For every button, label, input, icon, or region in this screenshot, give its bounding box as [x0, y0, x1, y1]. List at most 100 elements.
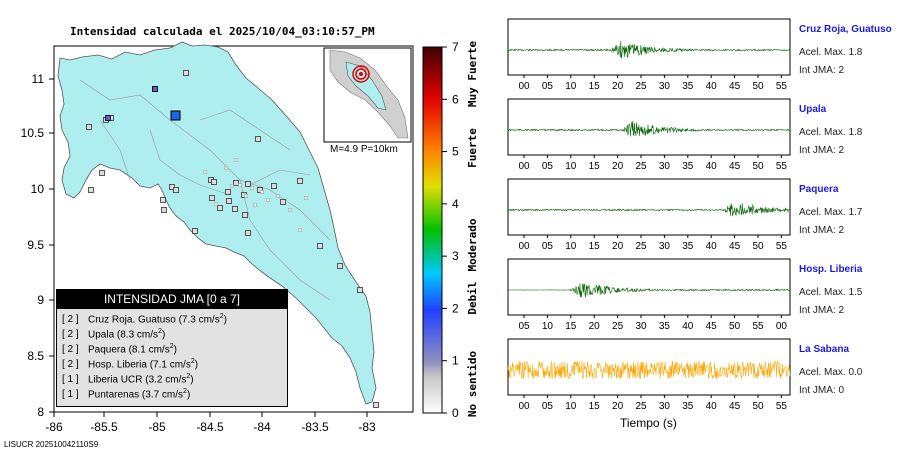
time-tick: 10	[565, 161, 577, 172]
station-jma: Int JMA: 2	[799, 225, 845, 236]
epicenter-icon	[352, 65, 370, 83]
time-tick: 50	[752, 161, 764, 172]
legend-header: INTENSIDAD JMA [0 a 7]	[57, 290, 287, 309]
scale-tick: 7	[452, 40, 459, 54]
map-title: Intensidad calculada el 2025/10/04_03:10…	[70, 25, 375, 38]
time-tick: 15	[589, 81, 601, 92]
seismogram-trace	[507, 203, 791, 217]
seismogram-trace	[507, 40, 791, 59]
time-tick: 40	[706, 81, 718, 92]
time-tick: 45	[729, 81, 741, 92]
time-tick: 30	[659, 401, 671, 412]
map-x-tick: -84.5	[196, 420, 224, 434]
time-tick: 40	[682, 321, 694, 332]
time-tick: 35	[659, 321, 671, 332]
legend-unit-exponent: 2	[186, 373, 191, 380]
time-tick: 55	[752, 321, 764, 332]
seismogram-frame	[507, 18, 791, 76]
time-tick: 40	[706, 401, 718, 412]
time-tick: 40	[706, 161, 718, 172]
legend-text: Upala (8.3 cm/s	[88, 329, 159, 341]
map-y-tick: 8.5	[27, 349, 44, 363]
time-tick: 55	[776, 81, 788, 92]
time-tick: 30	[659, 241, 671, 252]
scale-tick: 2	[452, 301, 459, 315]
legend-row: [ 2 ] Paquera (8.1 cm/s2)	[57, 339, 287, 356]
legend-unit-exponent: 2	[190, 358, 195, 365]
legend-text: Paquera (8.1 cm/s	[88, 344, 170, 356]
legend-level: [ 2 ]	[62, 359, 79, 371]
scale-label: No sentido	[466, 351, 479, 418]
legend-row: [ 2 ] Cruz Roja. Guatuso (7.3 cm/s2)	[57, 309, 287, 326]
time-tick: 15	[589, 401, 601, 412]
time-tick: 20	[612, 81, 624, 92]
time-tick: 05	[542, 161, 554, 172]
legend-text: Puntarenas (3.7 cm/s	[88, 389, 184, 401]
legend-row: [ 2 ] Hosp. Liberia (7.1 cm/s2)	[57, 354, 287, 371]
time-tick: 45	[729, 401, 741, 412]
legend-text: Hosp. Liberia (7.1 cm/s	[88, 359, 191, 371]
time-tick: 35	[682, 161, 694, 172]
map-x-tick: -84	[253, 420, 271, 434]
time-tick: 00	[518, 81, 530, 92]
scale-label: Debil	[466, 281, 479, 314]
time-tick: 55	[776, 161, 788, 172]
legend-unit-exponent: 2	[183, 388, 187, 395]
time-tick: 45	[729, 241, 741, 252]
station-jma: Int JMA: 0	[799, 385, 845, 396]
map-x-tick: -85.5	[90, 420, 118, 434]
legend-level: [ 1 ]	[62, 389, 79, 401]
map-x-tick: -83.5	[301, 420, 329, 434]
map-x-tick: -85	[148, 420, 166, 434]
time-tick: 25	[635, 161, 647, 172]
scale-tick: 4	[452, 197, 459, 211]
legend-level: [ 2 ]	[62, 344, 79, 356]
time-tick: 20	[589, 321, 601, 332]
map-axes: -86 -85.5 -85 -84.5 -84 -83.5 -83 11 10.5 10 9.5 9 8…	[21, 72, 376, 434]
footer-id: LISUCR 202510042110S9	[4, 440, 99, 449]
map-x-tick: -86	[45, 420, 63, 434]
legend-close: )	[161, 329, 166, 341]
legend-row: [ 1 ] Liberia UCR (3.2 cm/s2)	[57, 369, 287, 386]
time-tick: 50	[752, 241, 764, 252]
road-network	[79, 79, 331, 301]
time-tick: 10	[565, 81, 577, 92]
station-markers	[86, 70, 379, 408]
legend-close: )	[223, 314, 227, 326]
time-tick: 05	[542, 401, 554, 412]
scale-tick: 0	[452, 406, 459, 420]
map-y-tick: 11	[32, 72, 45, 86]
legend-text: Liberia UCR (3.2 cm/s	[88, 374, 187, 386]
scale-tick: 3	[452, 249, 459, 263]
seismogram-trace	[507, 121, 791, 137]
guatuso-marker	[170, 110, 181, 121]
time-tick: 00	[518, 241, 530, 252]
seismogram-trace	[508, 283, 791, 298]
map-y-tick: 10	[31, 182, 45, 196]
station-name: Hosp. Liberia	[799, 264, 863, 275]
station-accel: Acel. Max. 1.7	[799, 207, 863, 218]
station-name: Upala	[799, 104, 827, 115]
station-accel: Acel. Max. 1.8	[799, 127, 863, 138]
time-tick: 20	[612, 161, 624, 172]
seismogram-frame	[507, 258, 791, 316]
time-tick: 15	[589, 241, 601, 252]
time-tick: 00	[776, 321, 788, 332]
time-tick: 20	[612, 401, 624, 412]
station-accel: Acel. Max. 1.8	[799, 47, 863, 58]
scale-tick: 6	[452, 92, 459, 106]
time-axis-label: Tiempo (s)	[620, 416, 677, 430]
time-tick: 35	[682, 81, 694, 92]
legend-unit-exponent: 2	[219, 313, 224, 320]
time-tick: 20	[612, 241, 624, 252]
time-tick: 10	[565, 241, 577, 252]
time-tick: 10	[542, 321, 554, 332]
map-y-tick: 10.5	[21, 126, 45, 140]
scale-label: Moderado	[466, 218, 479, 271]
station-name: La Sabana	[799, 344, 850, 355]
time-tick: 45	[729, 161, 741, 172]
legend-close: )	[194, 359, 199, 371]
map-y-tick: 9.5	[27, 238, 44, 252]
legend-unit-exponent: 2	[158, 328, 162, 335]
